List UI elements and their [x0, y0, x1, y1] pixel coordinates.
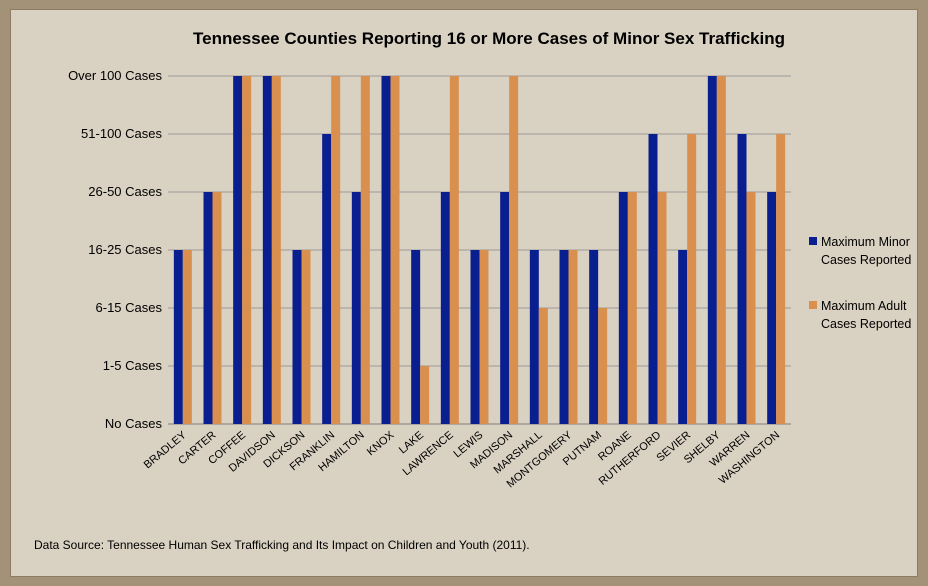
bar-minor-marshall [529, 250, 539, 424]
legend-label-adult-line2: Cases Reported [821, 317, 911, 331]
bar-adult-lewis [479, 250, 489, 424]
bar-adult-sevier [687, 134, 697, 424]
legend-label-minor-line1: Maximum Minor [821, 235, 910, 249]
bar-adult-dickson [301, 250, 311, 424]
y-tick-label: 26-50 Cases [88, 184, 162, 199]
y-axis-tick-labels: No Cases 1-5 Cases 6-15 Cases 16-25 Cases 26… [68, 68, 162, 431]
bar-minor-warren [737, 134, 747, 424]
legend-swatch-minor [809, 237, 817, 245]
bar-chart: Tennessee Counties Reporting 16 or More … [34, 29, 911, 552]
bar-minor-coffee [233, 76, 243, 424]
y-tick-label: Over 100 Cases [68, 68, 162, 83]
bar-minor-knox [381, 76, 391, 424]
bar-minor-putnam [589, 250, 599, 424]
chart-frame: Tennessee Counties Reporting 16 or More … [10, 9, 918, 577]
legend-label-adult-line1: Maximum Adult [821, 299, 907, 313]
bar-adult-rutherford [657, 192, 667, 424]
bar-adult-hamilton [360, 76, 370, 424]
bar-adult-lawrence [449, 76, 459, 424]
legend: Maximum Minor Cases Reported Maximum Adu… [809, 235, 911, 331]
bar-adult-marshall [538, 308, 548, 424]
bars [173, 76, 786, 424]
y-tick-label: 6-15 Cases [96, 300, 163, 315]
y-tick-label: 51-100 Cases [81, 126, 162, 141]
bar-adult-coffee [242, 76, 252, 424]
x-tick-label: KNOX [365, 429, 397, 459]
bar-minor-hamilton [351, 192, 361, 424]
bar-adult-shelby [716, 76, 726, 424]
bar-adult-franklin [331, 76, 341, 424]
bar-minor-shelby [707, 76, 717, 424]
bar-adult-knox [390, 76, 400, 424]
bar-minor-dickson [292, 250, 302, 424]
bar-minor-franklin [322, 134, 332, 424]
x-axis-tick-labels: BRADLEYCARTERCOFFEEDAVIDSONDICKSONFRANKL… [142, 429, 782, 491]
bar-adult-washington [776, 134, 786, 424]
bar-adult-lake [420, 366, 430, 424]
bar-minor-washington [767, 192, 777, 424]
y-tick-label: No Cases [105, 416, 163, 431]
legend-label-minor-line2: Cases Reported [821, 253, 911, 267]
bar-adult-carter [212, 192, 222, 424]
bar-minor-lake [411, 250, 421, 424]
legend-swatch-adult [809, 301, 817, 309]
data-source-note: Data Source: Tennessee Human Sex Traffic… [34, 538, 530, 552]
bar-minor-bradley [173, 250, 183, 424]
bar-adult-warren [746, 192, 756, 424]
bar-adult-putnam [598, 308, 608, 424]
bar-adult-montgomery [568, 250, 578, 424]
bar-adult-madison [509, 76, 519, 424]
bar-adult-bradley [182, 250, 192, 424]
y-tick-label: 16-25 Cases [88, 242, 162, 257]
bar-minor-sevier [678, 250, 688, 424]
bar-minor-lewis [470, 250, 480, 424]
bar-adult-davidson [271, 76, 281, 424]
bar-minor-lawrence [440, 192, 450, 424]
bar-minor-montgomery [559, 250, 569, 424]
bar-minor-roane [618, 192, 628, 424]
bar-minor-davidson [262, 76, 272, 424]
chart-title: Tennessee Counties Reporting 16 or More … [193, 29, 785, 48]
bar-minor-madison [500, 192, 510, 424]
bar-adult-roane [627, 192, 637, 424]
bar-minor-carter [203, 192, 213, 424]
y-tick-label: 1-5 Cases [103, 358, 163, 373]
bar-minor-rutherford [648, 134, 658, 424]
